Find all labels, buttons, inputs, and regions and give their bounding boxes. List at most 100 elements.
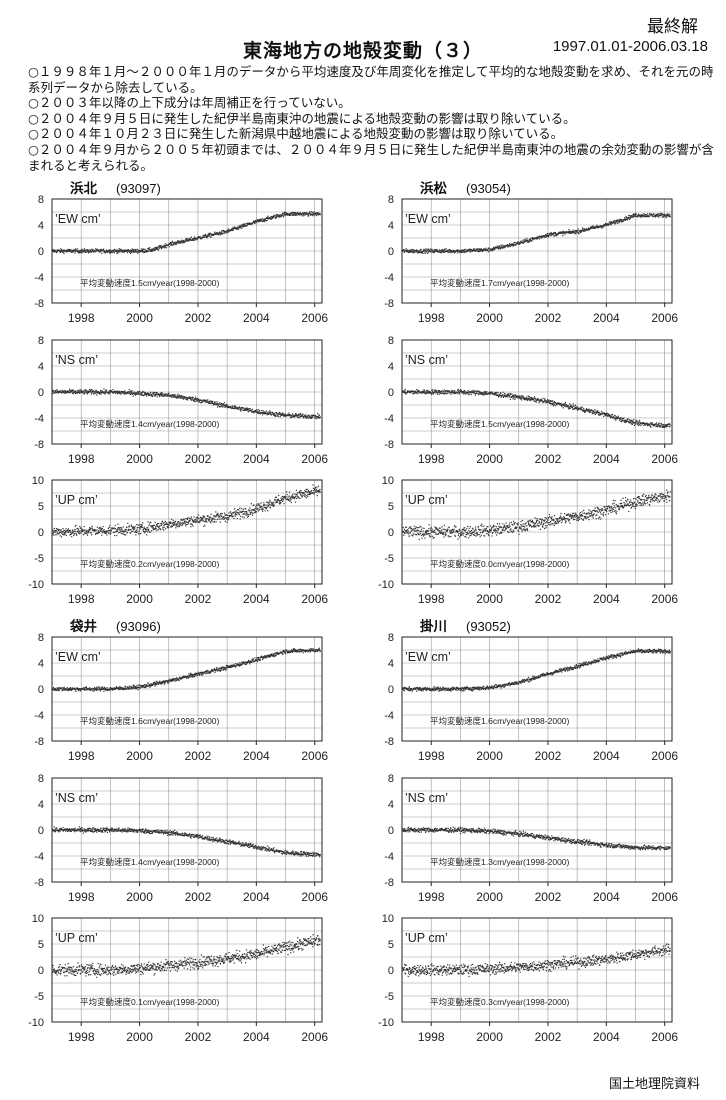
x-tick-label: 2002: [535, 311, 562, 325]
data-point: [55, 528, 58, 530]
data-point: [177, 521, 180, 523]
data-point: [164, 247, 166, 249]
data-point: [271, 218, 273, 220]
data-point: [132, 249, 134, 251]
data-point: [131, 393, 134, 395]
data-point: [57, 390, 59, 392]
data-point: [77, 248, 79, 250]
data-point: [176, 397, 178, 399]
data-point: [453, 525, 456, 527]
data-point: [124, 534, 126, 536]
data-point: [281, 499, 283, 501]
data-point: [106, 250, 108, 253]
data-point: [73, 250, 75, 252]
data-point: [213, 403, 215, 405]
data-point: [198, 521, 200, 523]
data-point: [425, 392, 427, 394]
data-point: [261, 219, 263, 221]
data-point: [282, 216, 285, 218]
data-point: [211, 520, 213, 522]
data-point: [74, 530, 76, 532]
data-point: [131, 526, 133, 528]
data-point: [292, 414, 294, 416]
data-point: [187, 522, 189, 524]
data-point: [516, 396, 518, 398]
data-point: [297, 414, 299, 417]
data-point: [574, 404, 576, 406]
data-point: [144, 392, 146, 395]
data-point: [183, 521, 186, 523]
data-point: [452, 529, 454, 531]
data-point: [242, 225, 244, 227]
data-point: [70, 533, 72, 535]
data-point: [652, 425, 654, 427]
data-point: [258, 409, 260, 411]
data-point: [201, 517, 203, 519]
data-point: [457, 388, 459, 391]
data-point: [595, 410, 597, 412]
data-point: [567, 231, 570, 233]
data-point: [288, 214, 291, 216]
data-point: [631, 419, 633, 422]
data-point: [651, 423, 653, 426]
data-point: [293, 212, 295, 214]
data-point: [304, 490, 306, 492]
data-point: [495, 393, 497, 395]
data-point: [628, 218, 630, 221]
data-point: [167, 393, 169, 396]
note-text: ○２００４年９月から２００５年初頭までは、２００４年９月５日に発生した紀伊半島南…: [28, 141, 714, 173]
data-point: [68, 391, 70, 394]
data-point: [109, 531, 112, 533]
data-point: [630, 423, 633, 425]
data-point: [102, 532, 104, 534]
data-point: [416, 252, 418, 254]
data-point: [595, 411, 597, 414]
data-point: [154, 395, 157, 397]
data-point: [256, 511, 258, 513]
data-point: [630, 216, 632, 218]
data-point: [417, 250, 419, 252]
data-point: [135, 251, 137, 253]
data-point: [117, 526, 119, 529]
data-point: [176, 396, 178, 398]
data-point: [199, 402, 202, 404]
data-point: [269, 411, 272, 413]
data-point: [631, 420, 633, 422]
data-point: [272, 502, 274, 504]
data-point: [247, 514, 249, 516]
data-point: [472, 528, 474, 530]
data-point: [468, 393, 470, 396]
data-point: [52, 531, 55, 533]
data-point: [450, 391, 452, 393]
data-point: [126, 252, 129, 254]
data-point: [262, 220, 264, 223]
data-point: [244, 409, 246, 411]
data-point: [264, 218, 266, 220]
data-point: [106, 534, 108, 536]
data-point: [74, 392, 77, 395]
data-point: [212, 401, 214, 403]
data-point: [174, 393, 176, 396]
data-point: [661, 426, 664, 428]
data-point: [442, 532, 445, 534]
data-point: [146, 251, 148, 253]
data-point: [297, 416, 300, 419]
final-solution-label: 最終解: [647, 17, 698, 37]
data-point: [528, 395, 531, 398]
data-point: [141, 250, 143, 252]
data-point: [77, 529, 79, 531]
data-point: [629, 419, 631, 421]
data-point: [446, 389, 448, 392]
data-point: [200, 519, 202, 521]
data-point: [76, 534, 78, 536]
data-point: [221, 233, 223, 235]
data-point: [196, 520, 198, 522]
data-point: [643, 213, 645, 215]
data-point: [159, 244, 161, 247]
data-point: [305, 417, 307, 419]
data-point: [477, 248, 479, 250]
data-point: [137, 393, 139, 395]
data-point: [573, 405, 575, 407]
data-point: [87, 249, 89, 251]
data-point: [407, 529, 409, 531]
